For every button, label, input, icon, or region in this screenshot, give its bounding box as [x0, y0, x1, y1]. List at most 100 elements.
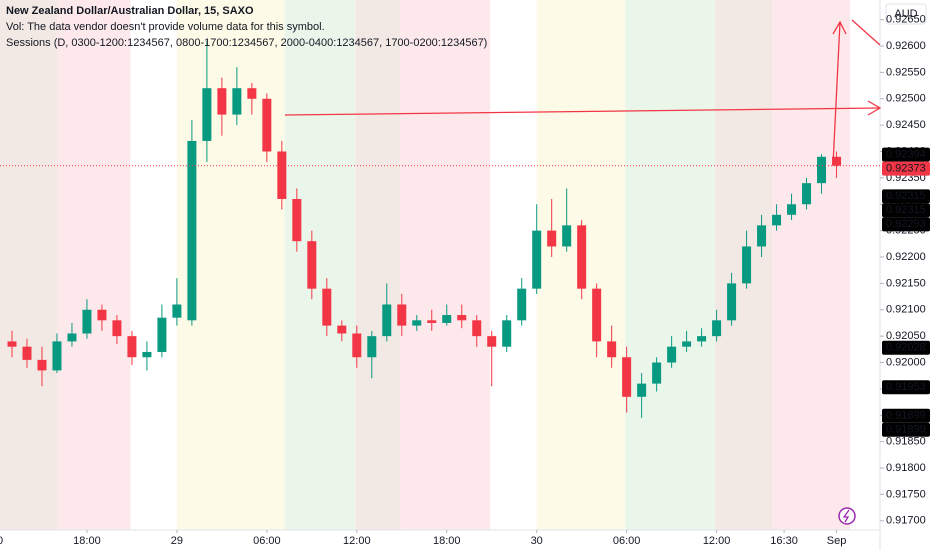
arrow-head: [867, 100, 882, 116]
candle-body: [577, 225, 587, 289]
y-tick-label: 0.92500: [886, 93, 926, 105]
candle-body: [442, 315, 452, 323]
candle-body: [457, 315, 467, 321]
price-label: 0.92373: [886, 163, 926, 175]
candle-body: [742, 246, 752, 284]
candle-body: [7, 341, 17, 347]
arrow-head: [832, 20, 847, 35]
y-tick-label: 0.91800: [886, 462, 926, 474]
x-tick-label: 06:00: [253, 535, 281, 547]
candle-body: [82, 309, 92, 334]
candle-body: [52, 341, 62, 371]
candle-body: [517, 288, 527, 321]
candle-body: [472, 320, 482, 337]
candle-body: [712, 320, 722, 337]
candle-body: [487, 336, 497, 347]
y-tick-label: 0.92550: [886, 66, 926, 78]
candle-body: [427, 320, 437, 323]
candle-body: [277, 151, 287, 199]
candle-body: [502, 320, 512, 347]
candle-body: [172, 304, 182, 318]
price-label-box: [882, 217, 930, 232]
x-tick-label: 16:30: [770, 535, 798, 547]
candle-body: [112, 320, 122, 337]
trend-line: [851, 19, 881, 46]
candle-body: [562, 225, 572, 247]
session-band: [355, 0, 401, 530]
arrow-line: [284, 107, 881, 116]
session-band: [625, 0, 716, 530]
x-tick-label: 06:00: [613, 535, 641, 547]
candle-body: [22, 346, 32, 360]
candle-body: [382, 304, 392, 337]
x-tick-label: Sep: [827, 535, 847, 547]
candle-body: [367, 336, 377, 358]
price-label-box: [882, 340, 930, 355]
y-tick-label: 0.92100: [886, 304, 926, 316]
candle-body: [232, 88, 242, 115]
candle-body: [262, 98, 272, 152]
price-label: 0.91899: [886, 424, 926, 436]
candle-body: [682, 341, 692, 347]
price-label-box: [882, 422, 930, 437]
y-tick-label: 0.92050: [886, 330, 926, 342]
arrow-line: [832, 21, 841, 166]
candle-body: [67, 333, 77, 342]
x-tick-label: 18:00: [73, 535, 101, 547]
candle-body: [352, 333, 362, 358]
candle-body: [412, 320, 422, 326]
x-tick-label: 29: [171, 535, 183, 547]
x-tick-label: 00: [0, 535, 3, 547]
candle-body: [622, 357, 632, 397]
price-label: 0.92028: [886, 342, 926, 354]
price-label: 0.91899: [886, 410, 926, 422]
session-band: [56, 0, 131, 530]
candle-body: [592, 288, 602, 342]
price-label: 0.92315: [886, 190, 926, 202]
x-tick-label: 12:00: [703, 535, 731, 547]
session-band: [400, 0, 491, 530]
session-band: [0, 0, 57, 530]
candle-body: [667, 346, 677, 363]
sessions: [0, 0, 851, 530]
price-label-box: [882, 189, 930, 204]
candle-body: [652, 362, 662, 384]
candle-body: [637, 383, 647, 397]
price-label-box: [882, 380, 930, 395]
currency-box[interactable]: [885, 3, 927, 25]
x-tick-label: 30: [531, 535, 543, 547]
candle-body: [607, 341, 617, 358]
candle-body: [697, 336, 707, 342]
price-label: 0.92394: [886, 149, 926, 161]
candle-body: [787, 204, 797, 215]
candle-body: [547, 230, 557, 247]
candles: [7, 40, 842, 418]
candle-body: [187, 140, 197, 321]
chart-subtitle: Vol: The data vendor doesn't provide vol…: [6, 21, 325, 33]
candle-body: [37, 359, 47, 371]
x-tick-label: 18:00: [433, 535, 461, 547]
candle-body: [337, 325, 347, 334]
y-tick-label: 0.92600: [886, 40, 926, 52]
price-label-box: [882, 203, 930, 218]
chart-title: New Zealand Dollar/Australian Dollar, 15…: [6, 5, 254, 17]
y-tick-label: 0.92000: [886, 356, 926, 368]
candle-body: [802, 183, 812, 205]
session-band: [772, 0, 851, 530]
y-tick-label: 0.91750: [886, 488, 926, 500]
candle-body: [157, 317, 167, 352]
candle-body: [322, 288, 332, 326]
candle-body: [202, 88, 212, 141]
alert-icon[interactable]: [838, 507, 856, 525]
price-label: 0.91953: [886, 381, 926, 393]
candle-body: [292, 198, 302, 242]
candle-body: [397, 304, 407, 326]
candle-body: [757, 225, 767, 247]
candle-body: [307, 241, 317, 289]
currency[interactable]: AUD: [894, 8, 917, 20]
price-label-box: [882, 161, 930, 176]
y-tick-label: 0.92200: [886, 251, 926, 263]
y-tick-label: 0.92650: [886, 14, 926, 26]
x-tick-label: 12:00: [343, 535, 371, 547]
